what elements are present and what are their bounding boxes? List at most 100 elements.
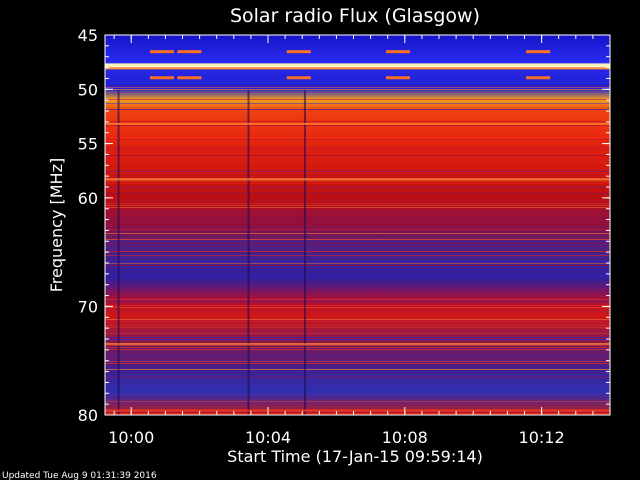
spectral-stripe [105,103,610,104]
spectral-stripe [105,207,610,208]
y-tick-label: 70 [78,297,98,316]
spectral-stripe [105,325,610,326]
burst-mark [385,50,410,54]
spectrogram-texture [105,85,610,415]
spectral-stripe [105,187,610,188]
segment-break [247,90,250,415]
spectral-stripe [105,363,610,364]
burst-mark [177,50,202,54]
spectral-stripe [105,347,610,348]
segment-break [117,90,120,415]
burst-mark [177,76,202,80]
burst-mark [286,76,311,80]
spectral-stripe [105,243,610,244]
spectral-stripe [105,109,610,110]
spectral-stripe [105,397,610,398]
spectral-stripe [105,203,610,204]
spectral-stripe [105,361,610,362]
spectral-stripe [105,275,610,276]
burst-mark [150,76,175,80]
spectral-stripe [105,241,610,242]
segment-break [303,90,306,415]
spectral-stripe [105,299,610,300]
spectral-stripe [105,99,610,100]
spectral-stripe [105,89,610,90]
spectral-stripe [105,319,610,320]
spectral-stripe [105,87,610,88]
spectral-stripe [105,377,610,378]
x-axis: 10:00 10:04 10:08 10:12 [108,35,594,447]
spectral-stripe [105,337,610,338]
spectral-stripe [105,213,610,214]
emission-band [105,122,610,125]
spectral-stripe [105,193,610,194]
spectral-stripe [105,171,610,172]
y-tick-label: 45 [78,26,98,45]
emission-band [105,343,610,346]
burst-mark [385,76,410,80]
plot-area [105,35,610,415]
spectral-stripe [105,305,610,306]
y-axis-label: Frequency [MHz] [47,158,66,292]
spectral-stripe [105,287,610,288]
spectral-stripe [105,255,610,256]
spectral-stripe [105,239,610,240]
spectral-stripe [105,341,610,342]
y-axis: 45 50 55 60 70 80 [78,26,610,425]
spectral-stripe [105,265,610,266]
burst-mark [526,50,551,54]
footer-updated: Updated Tue Aug 9 01:31:39 2016 [2,471,157,480]
y-tick-label: 55 [78,135,98,154]
spectral-stripe [105,327,610,328]
spectral-stripe [105,121,610,122]
emission-band [105,178,610,181]
chart-title: Solar radio Flux (Glasgow) [230,5,480,27]
x-tick-label: 10:08 [382,428,428,447]
spectral-stripe [105,149,610,150]
intense-line-halo [105,67,610,70]
spectral-stripe [105,401,610,402]
spectral-stripe [105,339,610,340]
spectral-stripe [105,137,610,138]
spectral-stripe [105,333,610,334]
spectral-stripe [105,205,610,206]
spectral-stripe [105,345,610,346]
emission-band [105,409,610,412]
spectrogram-background [105,35,610,415]
burst-mark [150,50,175,54]
spectral-stripe [105,221,610,222]
spectral-stripe [105,147,610,148]
y-tick-label: 80 [78,406,98,425]
spectral-stripe [105,181,610,182]
spectral-stripe [105,183,610,184]
spectral-stripe [105,133,610,134]
spectral-stripe [105,349,610,350]
x-axis-label: Start Time (17-Jan-15 09:59:14) [227,447,483,466]
spectral-stripe [105,155,610,156]
spectral-stripe [105,413,610,414]
spectral-stripe [105,359,610,360]
spectral-stripe [105,263,610,264]
spectral-stripe [105,175,610,176]
plot-frame [104,34,611,416]
spectral-stripe [105,233,610,234]
spectral-stripe [105,261,610,262]
spectral-stripe [105,251,610,252]
burst-mark [286,50,311,54]
spectral-stripe [105,125,610,126]
spectral-stripe [105,229,610,230]
burst-marks [105,50,610,80]
spectral-stripe [105,301,610,302]
burst-mark [526,76,551,80]
x-tick-label: 10:00 [108,428,154,447]
intense-line [105,63,610,68]
spectral-stripe [105,139,610,140]
spectral-stripe [105,369,610,370]
spectral-stripe [105,211,610,212]
spectral-stripe [105,85,610,86]
x-tick-label: 10:04 [245,428,291,447]
y-tick-label: 50 [78,80,98,99]
spectral-stripe [105,307,610,308]
x-tick-label: 10:12 [519,428,565,447]
